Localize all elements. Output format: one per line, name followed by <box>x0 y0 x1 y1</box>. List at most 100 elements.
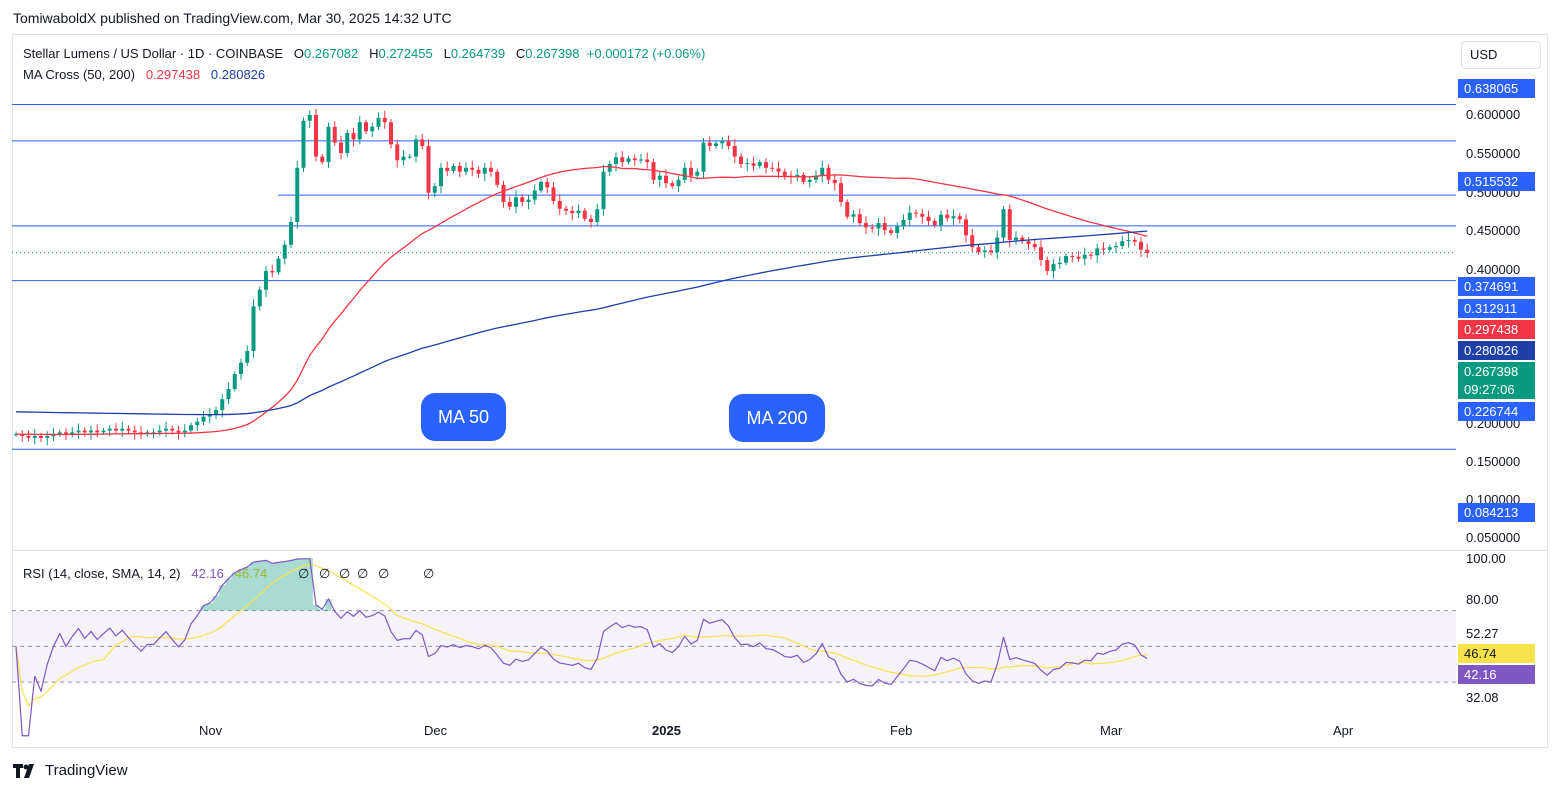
ma200-annotation[interactable]: MA 200 <box>729 394 825 442</box>
candle-body <box>801 174 806 182</box>
candle-body <box>995 237 1000 253</box>
candle-body <box>507 201 512 207</box>
candle-body <box>182 430 187 433</box>
rsi-line <box>15 558 1148 737</box>
candle-body <box>920 213 925 217</box>
candle-body <box>776 168 781 172</box>
candle-body <box>926 216 931 221</box>
candle-body <box>751 163 756 166</box>
candle-body <box>39 436 43 438</box>
candle-body <box>682 167 687 180</box>
ma50-annotation[interactable]: MA 50 <box>421 393 506 441</box>
candle-body <box>476 169 481 174</box>
candle-body <box>1051 264 1056 271</box>
candle-body <box>64 432 68 435</box>
candle-body <box>1095 248 1100 256</box>
price-tick: 0.050000 <box>1466 530 1521 545</box>
candle-body <box>1007 209 1012 240</box>
chart-frame <box>12 34 1548 748</box>
candle-body <box>732 146 737 157</box>
candle-body <box>526 199 531 202</box>
candle-body <box>870 227 875 229</box>
candle-body <box>1070 256 1075 258</box>
candle-body <box>101 430 106 433</box>
low-label: L <box>443 46 451 61</box>
candle-body <box>270 270 275 273</box>
time-label: Dec <box>424 723 448 738</box>
candle-body <box>795 174 800 177</box>
ma200-value: 0.280826 <box>210 67 266 82</box>
candle-body <box>695 171 700 176</box>
time-label: Mar <box>1100 723 1123 738</box>
candle-body <box>595 209 600 223</box>
candle-body <box>1120 241 1125 246</box>
candle-body <box>970 235 975 248</box>
price-tick: 0.600000 <box>1466 107 1521 122</box>
candle-body <box>582 210 587 219</box>
candle-body <box>114 428 118 431</box>
candle-body <box>645 159 650 163</box>
candle-body <box>839 183 843 202</box>
currency-button[interactable]: USD <box>1461 41 1541 69</box>
empty-marker: ∅ <box>423 566 435 581</box>
tradingview-footer[interactable]: TradingView <box>13 762 128 779</box>
candle-body <box>126 428 131 431</box>
empty-marker: ∅ <box>339 566 351 581</box>
candle-body <box>1032 244 1037 248</box>
candle-body <box>401 156 406 161</box>
candle-body <box>95 430 100 433</box>
candle-body <box>220 399 225 411</box>
rsi-legend[interactable]: RSI (14, close, SMA, 14, 2) 42.16 46.74 <box>23 566 267 581</box>
candle-body <box>701 142 706 172</box>
candle-body <box>1057 262 1062 265</box>
candle-body <box>232 374 237 389</box>
candle-body <box>714 143 718 147</box>
candle-body <box>576 210 581 214</box>
candle-body <box>376 117 381 127</box>
ma-legend[interactable]: MA Cross (50, 200) 0.297438 0.280826 <box>23 67 265 82</box>
time-label: Feb <box>890 723 913 738</box>
candle-body <box>1045 259 1050 271</box>
candle-body <box>907 212 912 220</box>
candle-body <box>895 226 900 233</box>
candle-body <box>164 428 168 431</box>
high-value: 0.272455 <box>378 46 433 61</box>
symbol-name[interactable]: Stellar Lumens / US Dollar · 1D · COINBA… <box>23 46 284 61</box>
candle-body <box>351 132 356 140</box>
price-tick: 0.550000 <box>1466 146 1521 161</box>
rsi-value: 42.16 <box>191 566 224 581</box>
candle-body <box>770 167 775 169</box>
candle-body <box>332 126 337 143</box>
candle-body <box>251 306 256 351</box>
candle-body <box>589 218 593 223</box>
candle-body <box>1014 237 1018 240</box>
rsi-tick: 52.27 <box>1466 626 1499 641</box>
candle-body <box>1114 245 1118 248</box>
change-value: +0.000172 (+0.06%) <box>586 46 706 61</box>
candle-body <box>726 141 731 147</box>
candle-body <box>614 157 618 164</box>
candle-body <box>832 179 837 184</box>
candle-body <box>407 156 412 158</box>
symbol-legend: Stellar Lumens / US Dollar · 1D · COINBA… <box>23 46 705 61</box>
pane-divider[interactable] <box>12 550 1548 551</box>
ma50-value: 0.297438 <box>145 67 201 82</box>
candle-body <box>514 197 518 207</box>
time-label: Nov <box>199 723 223 738</box>
candle-body <box>314 115 318 157</box>
rsi-sma-line <box>15 563 1148 708</box>
close-value: 0.267398 <box>525 46 580 61</box>
candle-body <box>982 250 987 253</box>
candle-body <box>464 167 468 172</box>
candle-body <box>620 157 625 163</box>
rsi-label: RSI (14, close, SMA, 14, 2) <box>23 566 181 581</box>
candle-body <box>364 122 368 132</box>
price-tick: 0.150000 <box>1466 454 1521 469</box>
candle-body <box>532 190 537 200</box>
price-tick: 0.450000 <box>1466 223 1521 238</box>
candle-body <box>976 247 981 253</box>
rsi-overbought-fill <box>200 558 363 611</box>
ma200-price-tag: 0.280826 <box>1458 341 1535 360</box>
price-tag: 0.515532 <box>1458 172 1535 191</box>
